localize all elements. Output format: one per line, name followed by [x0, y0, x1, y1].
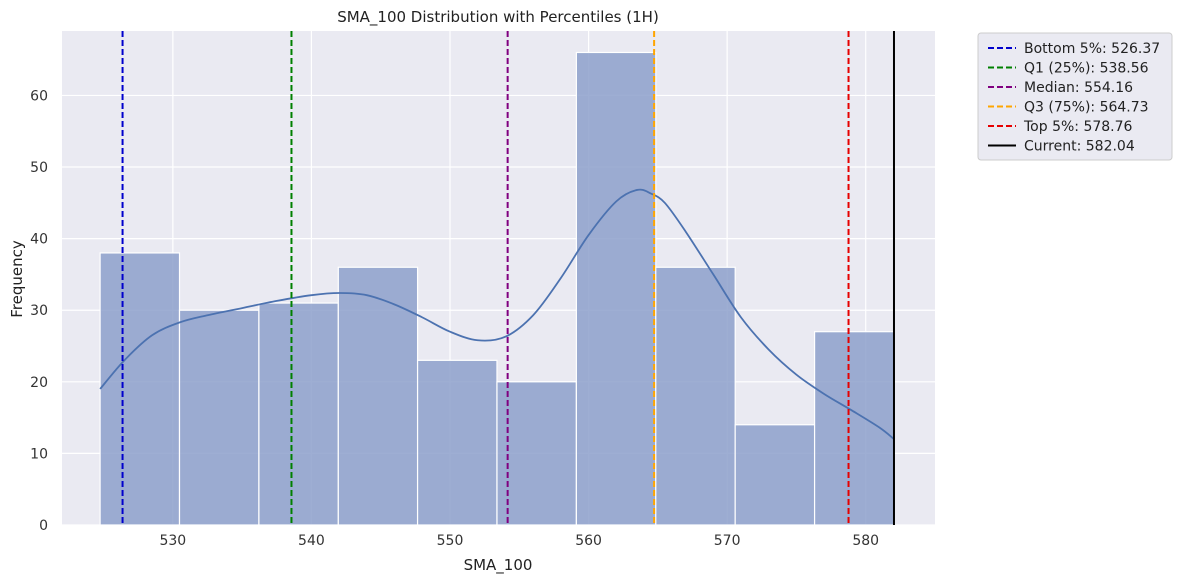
histogram-bar: [258, 302, 339, 526]
histogram-bar: [575, 51, 657, 526]
x-tick-label: 540: [298, 533, 325, 549]
legend-label: Current: 582.04: [1024, 139, 1135, 155]
legend-box: [977, 32, 1173, 161]
y-tick-label: 10: [30, 446, 48, 462]
legend-label: Q3 (75%): 564.73: [1024, 100, 1149, 116]
legend-label: Bottom 5%: 526.37: [1024, 41, 1160, 57]
legend: Bottom 5%: 526.37 Q1 (25%): 538.56 Median:…: [977, 32, 1173, 161]
legend-label: Top 5%: 578.76: [1023, 119, 1133, 135]
y-tick-label: 0: [39, 518, 48, 534]
y-tick-label: 20: [30, 375, 48, 391]
histogram-bar: [655, 266, 736, 526]
kde-curve-group: [99, 188, 895, 440]
histogram-bar: [99, 252, 181, 526]
y-axis-title: Frequency: [8, 240, 26, 318]
histogram-bar: [178, 309, 260, 526]
histogram-bar: [416, 359, 498, 526]
x-tick-label: 580: [852, 533, 879, 549]
legend-label: Q1 (25%): 538.56: [1024, 61, 1149, 77]
x-tick-label: 550: [437, 533, 464, 549]
y-tick-label: 60: [30, 88, 48, 104]
x-tick-label: 560: [575, 533, 602, 549]
legend-label: Median: 554.16: [1024, 80, 1133, 96]
y-tick-label: 50: [30, 160, 48, 176]
histogram-bar: [734, 424, 816, 526]
histogram-bars: [99, 51, 895, 526]
x-tick-label: 570: [714, 533, 741, 549]
axis-ticks: 530 540 550 560 570 580 0 10 20 30 40 50 60: [30, 88, 879, 549]
y-tick-label: 30: [30, 303, 48, 319]
percentile-lines: [121, 31, 895, 525]
histogram-bar: [337, 266, 419, 526]
y-tick-label: 40: [30, 232, 48, 248]
chart-title: SMA_100 Distribution with Percentiles (1…: [337, 8, 659, 27]
kde-curve: [99, 188, 895, 440]
x-axis-title: SMA_100: [464, 556, 533, 575]
histogram-bar: [496, 381, 577, 526]
x-tick-label: 530: [159, 533, 186, 549]
